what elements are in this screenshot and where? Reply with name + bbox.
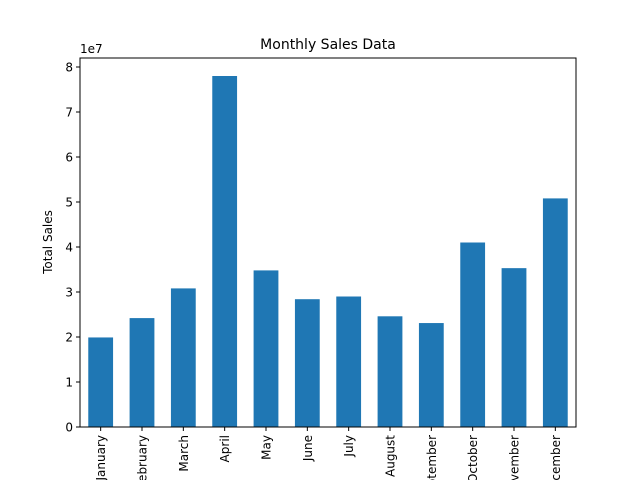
y-tick-label: 1 bbox=[65, 376, 73, 390]
bar-january bbox=[88, 337, 114, 427]
bar-august bbox=[377, 316, 403, 427]
bar-december bbox=[542, 198, 568, 427]
bar-june bbox=[294, 299, 320, 427]
x-tick-label-january: January bbox=[94, 435, 108, 480]
bar-march bbox=[170, 288, 196, 427]
plot-frame bbox=[79, 57, 577, 428]
x-tick-label-april: April bbox=[218, 435, 232, 462]
bars-group bbox=[88, 76, 568, 427]
x-tick-label-november: November bbox=[508, 435, 522, 480]
y-tick-label: 7 bbox=[65, 106, 73, 120]
y-axis-label: Total Sales bbox=[41, 210, 55, 275]
x-tick-label-october: October bbox=[466, 435, 480, 480]
y-tick-label: 2 bbox=[65, 331, 73, 345]
bar-october bbox=[460, 242, 486, 427]
x-tick-label-august: August bbox=[384, 435, 398, 477]
bar-may bbox=[253, 270, 279, 427]
x-tick-label-july: July bbox=[342, 435, 356, 458]
y-axis-ticks: 0 1 2 3 4 5 6 7 8 bbox=[65, 61, 80, 435]
y-tick-label: 0 bbox=[65, 421, 73, 435]
bar-april bbox=[212, 76, 238, 427]
y-tick-label: 5 bbox=[65, 196, 73, 210]
y-tick-label: 4 bbox=[65, 241, 73, 255]
bar-february bbox=[129, 318, 155, 427]
y-tick-label: 6 bbox=[65, 151, 73, 165]
x-tick-label-may: May bbox=[260, 435, 274, 460]
bar-september bbox=[418, 323, 444, 427]
bar-november bbox=[501, 268, 527, 427]
y-axis-offset-label: 1e7 bbox=[80, 42, 103, 56]
x-tick-label-december: December bbox=[549, 435, 563, 480]
bar-july bbox=[336, 296, 362, 427]
x-tick-label-september: September bbox=[425, 435, 439, 480]
x-tick-label-june: June bbox=[301, 435, 315, 462]
x-axis-ticks: January February March April May June July Augu… bbox=[94, 427, 563, 480]
x-tick-label-february: February bbox=[136, 435, 150, 480]
chart-title: Monthly Sales Data bbox=[260, 37, 396, 53]
y-tick-label: 3 bbox=[65, 286, 73, 300]
y-tick-label: 8 bbox=[65, 61, 73, 75]
x-tick-label-march: March bbox=[177, 435, 191, 472]
